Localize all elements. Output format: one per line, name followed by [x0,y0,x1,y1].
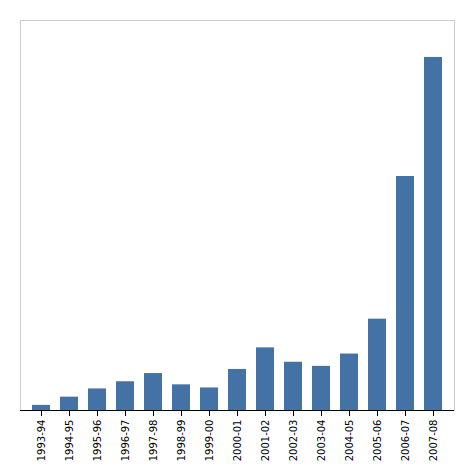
svg-text:2005-06: 2005-06 [372,420,383,462]
svg-text:2000-01: 2000-01 [232,420,243,462]
svg-text:2001-02: 2001-02 [260,420,271,462]
svg-text:2007-08: 2007-08 [428,420,439,462]
svg-text:1998-99: 1998-99 [176,420,187,462]
svg-text:1995-96: 1995-96 [92,420,103,462]
svg-text:2006-07: 2006-07 [400,420,411,462]
svg-text:1996-97: 1996-97 [120,420,131,462]
svg-text:2004-05: 2004-05 [344,420,355,462]
svg-text:1999-00: 1999-00 [204,420,215,462]
svg-text:2003-04: 2003-04 [316,420,327,462]
svg-text:1994-95: 1994-95 [64,420,75,462]
svg-text:1997-98: 1997-98 [148,420,159,462]
svg-text:2002-03: 2002-03 [288,420,299,462]
svg-text:1993-94: 1993-94 [36,420,47,462]
